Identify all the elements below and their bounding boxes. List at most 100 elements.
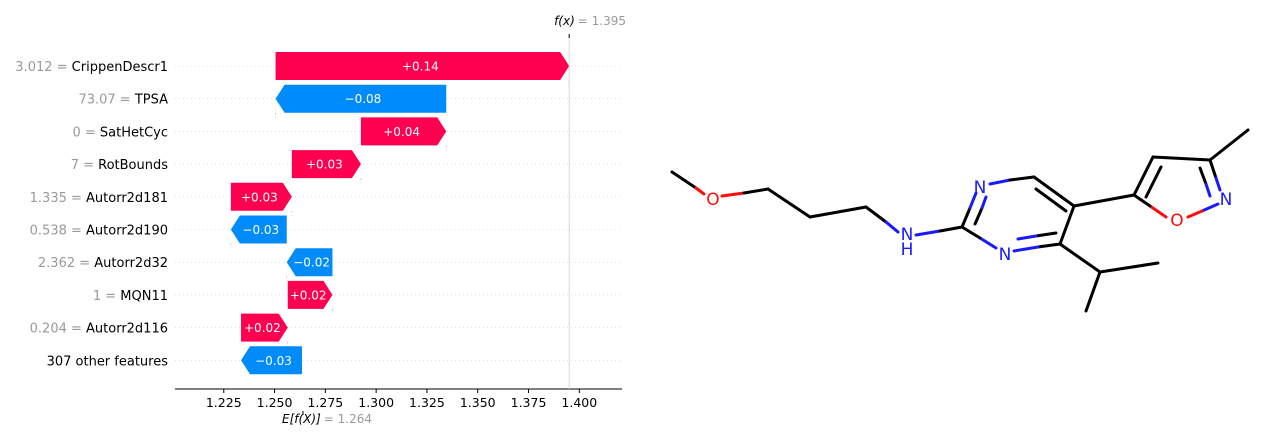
waterfall-bar: [241, 346, 302, 375]
waterfall-bar: [287, 280, 333, 309]
atom-label: O: [1170, 211, 1183, 231]
bond: [980, 195, 988, 210]
x-tick-label: 1.400: [561, 395, 597, 410]
feature-name: CrippenDescr1: [72, 60, 168, 75]
bond: [1098, 261, 1160, 274]
feature-label: 73.07 = TPSA: [78, 93, 168, 108]
bond: [694, 186, 706, 196]
fx-value: 1.395: [592, 14, 626, 28]
bond: [914, 229, 942, 237]
feature-value: 73.07 =: [78, 93, 134, 108]
feature-value: 7 =: [71, 158, 98, 173]
bond: [720, 191, 746, 198]
base-value: 1.264: [338, 412, 372, 426]
bond: [1058, 204, 1076, 246]
x-tick-label: 1.275: [307, 395, 343, 410]
fx-equals: =: [578, 14, 592, 28]
bond: [1214, 176, 1222, 192]
bar-value-label: +0.03: [306, 158, 343, 172]
bond: [973, 206, 984, 226]
feature-label: 1 = MQN11: [93, 289, 168, 304]
feature-name: MQN11: [120, 289, 168, 304]
atom-label: O: [706, 190, 719, 210]
feature-name: Autorr2d32: [94, 256, 168, 271]
feature-name: Autorr2d190: [86, 224, 168, 239]
fx-annotation: f(x) = 1.395: [554, 14, 626, 28]
x-tick-label: 1.300: [358, 395, 394, 410]
bond: [1032, 175, 1076, 208]
bar-value-label: −0.03: [255, 354, 292, 368]
x-tick-label: 1.250: [257, 395, 293, 410]
x-axis: 1.225 1.250 1.275 1.300 1.325 1.350 1.375 1.400: [175, 388, 622, 410]
waterfall-bar: [286, 248, 333, 277]
feature-label: 0.204 = Autorr2d116: [30, 322, 168, 337]
feature-label: 2.362 = Autorr2d32: [38, 256, 168, 271]
bond: [1151, 155, 1212, 162]
feature-name: TPSA: [134, 93, 168, 108]
atom-label: N: [901, 225, 914, 245]
waterfall-bar: [230, 215, 287, 244]
waterfall-bar: [230, 182, 292, 211]
shap-waterfall-chart: +0.14 −0.08 +0.04 +0.03 +0.03 −0.03 −0.02 +0.02…: [15, 14, 626, 426]
feature-value: 1.335 =: [30, 191, 86, 206]
bond: [1186, 209, 1204, 219]
feature-value: 1 =: [93, 289, 120, 304]
bond: [1034, 187, 1068, 213]
feature-name: Autorr2d116: [86, 322, 168, 337]
atom-label: N: [974, 178, 987, 198]
bond: [1198, 166, 1208, 186]
atom-label: N: [1220, 190, 1233, 210]
feature-label: 1.335 = Autorr2d181: [30, 191, 168, 206]
feature-value: 2.362 =: [38, 256, 94, 271]
waterfall-bar: [275, 52, 570, 80]
waterfall-bar: [275, 84, 447, 113]
feature-name: Autorr2d181: [86, 191, 168, 206]
feature-name: SatHetCyc: [100, 125, 168, 140]
bond: [1008, 175, 1036, 182]
atom-label: H: [901, 240, 914, 260]
feature-label: 0 = SatHetCyc: [72, 125, 168, 140]
waterfall-bar: [291, 150, 361, 179]
waterfall-bar: [241, 313, 288, 342]
bar-value-label: +0.14: [402, 60, 439, 74]
bond: [1204, 182, 1212, 198]
bond: [1132, 155, 1155, 197]
bar-value-label: +0.02: [290, 288, 327, 302]
bond: [1208, 128, 1250, 162]
x-tick-label: 1.225: [206, 395, 242, 410]
bond: [742, 187, 770, 195]
bond: [960, 225, 982, 240]
annotations: f(x) = 1.395 E[f(X)] = 1.264: [282, 14, 626, 426]
bond: [1208, 158, 1218, 180]
base-annotation: E[f(X)] = 1.264: [282, 412, 372, 426]
bond: [988, 178, 1012, 186]
bond: [1012, 245, 1040, 253]
bond: [670, 170, 698, 190]
bond: [1034, 231, 1058, 238]
x-tick-label: 1.325: [409, 395, 445, 410]
feature-value: 0 =: [72, 125, 99, 140]
bar-value-label: −0.02: [293, 256, 330, 270]
feature-label: 307 other features: [47, 354, 169, 369]
feature-labels: 3.012 = CrippenDescr1 73.07 = TPSA 0 = Sat…: [15, 60, 168, 369]
x-tick-label: 1.350: [460, 395, 496, 410]
bond: [766, 187, 812, 219]
bars: +0.14 −0.08 +0.04 +0.03 +0.03 −0.03 −0.02 +0.02…: [230, 52, 570, 375]
feature-value: 0.538 =: [30, 224, 86, 239]
bond: [864, 205, 888, 224]
bond: [1144, 165, 1163, 199]
bond: [884, 220, 900, 234]
bond: [1148, 204, 1168, 219]
bond: [1132, 193, 1152, 208]
bar-value-label: −0.08: [345, 92, 382, 106]
bar-value-label: −0.03: [242, 223, 279, 237]
bar-value-label: +0.02: [244, 321, 281, 335]
atom-label: N: [999, 245, 1012, 265]
bond: [968, 191, 978, 210]
feature-name: 307 other features: [47, 354, 169, 369]
feature-value: 3.012 =: [15, 60, 71, 75]
waterfall-bar: [360, 117, 447, 146]
bond: [808, 205, 868, 219]
fx-label: f(x): [554, 14, 575, 28]
bar-value-label: +0.04: [383, 125, 420, 139]
